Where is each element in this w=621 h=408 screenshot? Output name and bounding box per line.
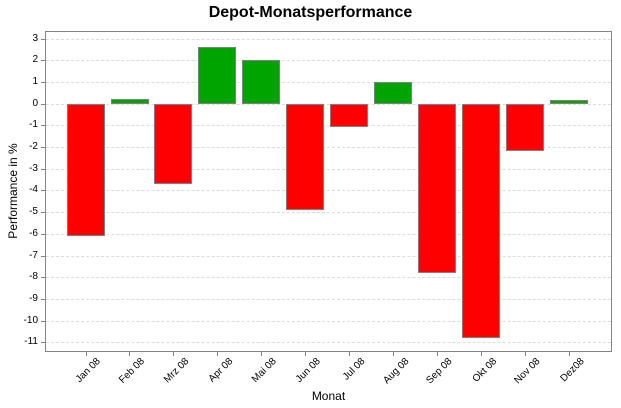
x-tick-label: Feb 08: [117, 356, 148, 386]
y-tick-label: -4: [29, 184, 38, 196]
y-tick-mark: [41, 277, 45, 279]
gridline-y--8: [46, 277, 611, 279]
gridline-y--3: [46, 168, 611, 170]
bar-jun-08: [286, 103, 325, 210]
y-tick-label: 2: [32, 54, 38, 66]
bar-okt-08: [462, 103, 501, 338]
y-tick-mark: [41, 147, 45, 148]
y-tick-label: 1: [32, 75, 38, 87]
x-tick-label: Okt 08: [470, 356, 499, 385]
y-tick-mark: [41, 212, 45, 214]
x-tick-label: Mrz 08: [161, 356, 192, 386]
y-tick-mark: [41, 298, 45, 300]
y-tick-mark: [41, 60, 45, 62]
gridline-y--2: [46, 147, 611, 148]
gridline-y--11: [46, 342, 611, 344]
chart-title: Depot-Monatsperformance: [208, 4, 413, 21]
x-tick-mark: [129, 352, 131, 356]
y-tick-mark: [41, 103, 45, 105]
y-tick-label: 3: [32, 32, 38, 44]
x-tick-mark: [261, 352, 263, 356]
bar-jul-08: [330, 103, 369, 128]
gridline-y-0: [46, 103, 611, 105]
y-tick-mark: [41, 320, 45, 322]
bar-feb-08: [110, 99, 149, 104]
y-tick-mark: [41, 81, 45, 83]
x-tick-label: Jun 08: [293, 356, 323, 386]
x-tick-label: Mai 08: [250, 356, 280, 386]
bar-nov-08: [506, 103, 544, 152]
x-tick-label: Apr 08: [206, 356, 236, 385]
y-tick-label: -10: [23, 314, 38, 326]
x-tick-label: Jul 08: [340, 356, 367, 383]
bar-sep-08: [418, 103, 457, 273]
y-tick-label: -8: [29, 271, 38, 283]
y-tick-label: -5: [29, 206, 38, 218]
plot-area: [45, 31, 612, 352]
x-tick-label: Jan 08: [74, 356, 104, 386]
y-tick-label: -3: [29, 162, 38, 174]
y-tick-label: -1: [29, 119, 38, 131]
y-tick-label: -6: [29, 227, 38, 239]
y-tick-label: 0: [32, 97, 38, 109]
y-tick-mark: [41, 125, 45, 127]
gridline-y-3: [46, 38, 611, 40]
y-tick-mark: [41, 168, 45, 170]
bar-apr-08: [198, 47, 237, 104]
x-tick-mark: [349, 352, 351, 356]
bar-mai-08: [242, 60, 281, 104]
y-tick-mark: [41, 342, 45, 344]
gridline-y--5: [46, 212, 611, 214]
bar-dez08: [550, 100, 588, 104]
x-tick-mark: [173, 352, 175, 356]
y-tick-mark: [41, 190, 45, 192]
y-tick-mark: [41, 233, 45, 235]
x-tick-label: Nov 08: [512, 356, 543, 387]
gridline-y--6: [46, 233, 611, 235]
gridline-y-2: [46, 60, 611, 62]
bar-aug-08: [374, 81, 413, 104]
y-tick-label: -7: [29, 249, 38, 261]
x-tick-label: Dez08: [558, 356, 587, 385]
y-tick-label: -9: [29, 292, 38, 304]
x-tick-mark: [305, 352, 307, 356]
gridline-y-1: [46, 81, 611, 83]
gridline-y--9: [46, 298, 611, 300]
x-tick-mark: [569, 352, 570, 356]
y-tick-mark: [41, 38, 45, 40]
gridline-y--4: [46, 190, 611, 192]
x-tick-mark: [525, 352, 526, 356]
y-tick-label: -2: [29, 141, 38, 152]
x-tick-mark: [85, 352, 87, 356]
y-tick-label: -11: [24, 336, 38, 348]
x-tick-mark: [393, 352, 395, 356]
gridline-y--7: [46, 255, 611, 257]
x-tick-mark: [481, 352, 483, 356]
x-tick-mark: [437, 352, 439, 356]
y-tick-mark: [41, 255, 45, 257]
bar-jan-08: [66, 103, 105, 236]
x-tick-label: Aug 08: [380, 356, 411, 387]
gridline-y--1: [46, 125, 611, 127]
gridline-y--10: [46, 320, 611, 322]
bar-mrz-08: [154, 103, 193, 184]
x-axis-title: Monat: [311, 389, 346, 403]
x-tick-mark: [217, 352, 219, 356]
x-tick-label: Sep 08: [424, 356, 455, 387]
